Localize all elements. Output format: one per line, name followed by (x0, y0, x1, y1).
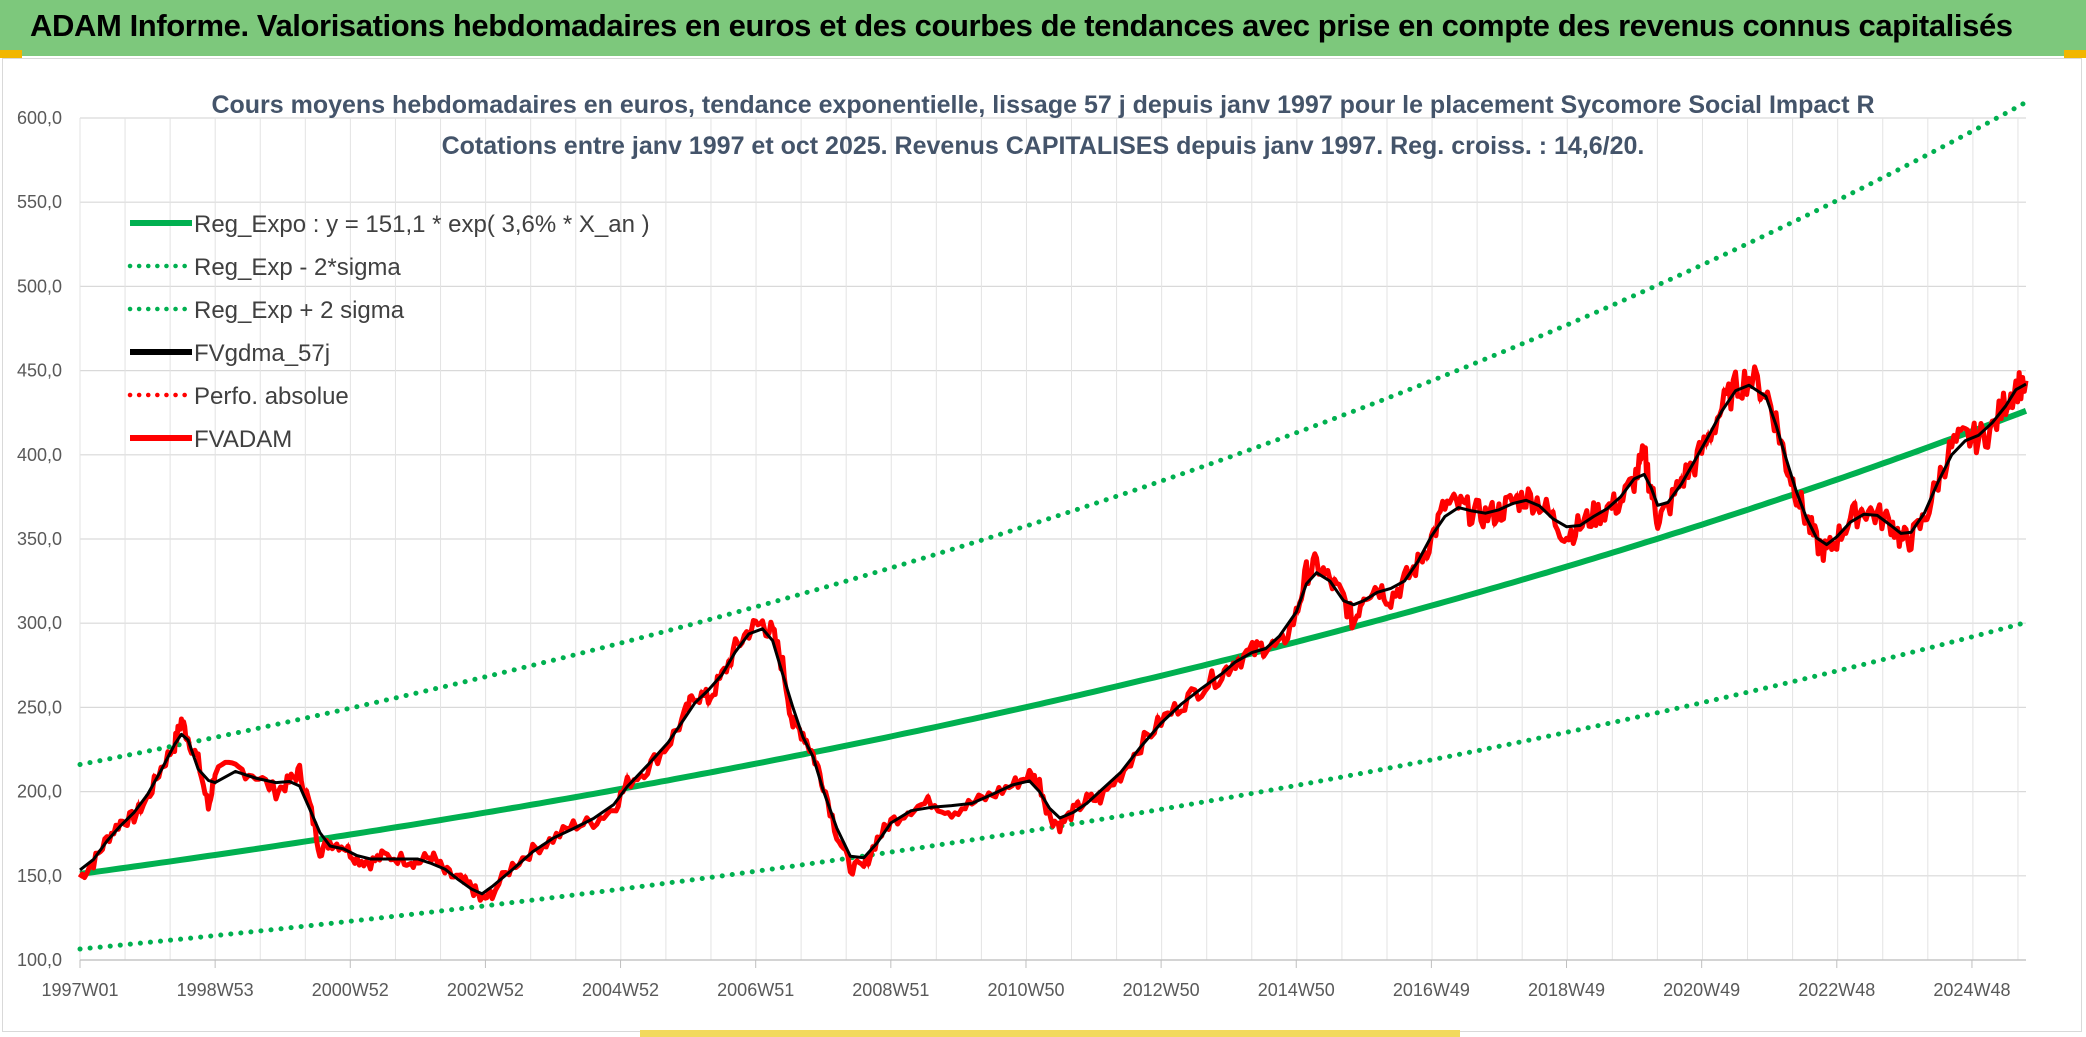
x-tick-label: 1997W01 (41, 980, 118, 1000)
report-banner: ADAM Informe. Valorisations hebdomadaire… (0, 0, 2086, 58)
y-tick-label: 250,0 (17, 697, 62, 717)
x-tick-label: 2010W50 (987, 980, 1064, 1000)
x-tick-label: 2012W50 (1123, 980, 1200, 1000)
y-tick-label: 150,0 (17, 866, 62, 886)
bottom-accent-bar (640, 1030, 1460, 1037)
report-title: ADAM Informe. Valorisations hebdomadaire… (30, 8, 2013, 43)
legend-label: Perfo. absolue (194, 383, 349, 410)
x-tick-label: 1998W53 (177, 980, 254, 1000)
series-reg-plus-2sigma (77, 99, 2029, 767)
series-fvgdma-57j (79, 382, 2027, 896)
legend: Reg_Expo : y = 151,1 * exp( 3,6% * X_an … (127, 211, 650, 453)
banner-corner-right (2064, 50, 2086, 58)
x-tick-label: 2020W49 (1663, 980, 1740, 1000)
legend-label: Reg_Exp + 2 sigma (194, 297, 405, 324)
series-reg-minus-2sigma (77, 620, 2029, 952)
y-tick-label: 350,0 (17, 529, 62, 549)
grid (79, 117, 2026, 961)
y-tick-label: 400,0 (17, 445, 62, 465)
banner-corner-left (0, 50, 22, 58)
x-tick-label: 2024W48 (1933, 980, 2010, 1000)
y-tick-label: 100,0 (17, 950, 62, 970)
x-tick-label: 2016W49 (1393, 980, 1470, 1000)
x-tick-label: 2022W48 (1798, 980, 1875, 1000)
x-tick-label: 2018W49 (1528, 980, 1605, 1000)
x-tick-label: 2002W52 (447, 980, 524, 1000)
series-layer (77, 99, 2029, 952)
x-tick-label: 2000W52 (312, 980, 389, 1000)
legend-label: FVgdma_57j (194, 340, 330, 367)
y-tick-label: 200,0 (17, 782, 62, 802)
y-tick-label: 550,0 (17, 192, 62, 212)
axes: 100,0 150,0 200,0 250,0 300,0 350,0 400,0 450,0… (17, 108, 2026, 1000)
legend-label: Reg_Exp - 2*sigma (194, 254, 401, 281)
legend-label: FVADAM (194, 426, 292, 453)
x-tick-label: 2008W51 (852, 980, 929, 1000)
series-fvadam (77, 364, 2029, 903)
y-tick-label: 500,0 (17, 276, 62, 296)
series-reg-expo (79, 407, 2028, 877)
legend-label: Reg_Expo : y = 151,1 * exp( 3,6% * X_an … (194, 211, 650, 238)
y-tick-label: 600,0 (17, 108, 62, 128)
x-tick-label: 2014W50 (1258, 980, 1335, 1000)
x-tick-label: 2006W51 (717, 980, 794, 1000)
x-tick-label: 2004W52 (582, 980, 659, 1000)
y-tick-label: 450,0 (17, 361, 62, 381)
chart-title-line2: Cotations entre janv 1997 et oct 2025. R… (442, 132, 1645, 160)
y-tick-label: 300,0 (17, 613, 62, 633)
chart-title-line1: Cours moyens hebdomadaires en euros, ten… (211, 91, 1874, 119)
